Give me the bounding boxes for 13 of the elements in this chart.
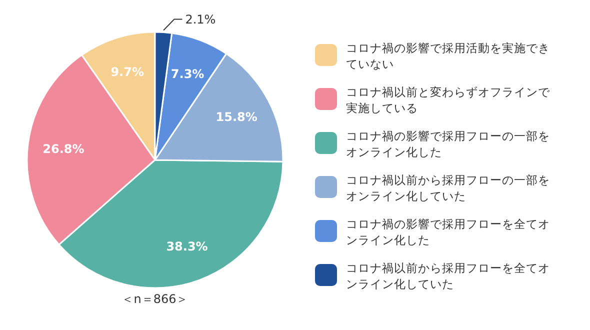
legend-label: コロナ禍の影響で採用フローを全てオンライン化した <box>346 217 550 247</box>
legend-label: コロナ禍の影響で採用活動を実施できていない <box>346 41 550 71</box>
data-label: 38.3% <box>166 239 208 254</box>
legend-label: コロナ禍の影響で採用フローの一部をオンライン化した <box>346 129 550 159</box>
legend-label: コロナ禍以前から採用フローを全てオンライン化していた <box>346 261 550 291</box>
data-label: 26.8% <box>42 142 84 156</box>
data-label: 7.3% <box>170 66 204 81</box>
data-label: 9.7% <box>110 65 144 80</box>
data-label: 2.1% <box>185 12 216 26</box>
legend-label: コロナ禍以前と変わらずオフラインで実施している <box>346 85 551 115</box>
data-label: 15.8% <box>216 110 258 124</box>
text: ＜n＝866＞ <box>122 292 188 306</box>
legend-label: コロナ禍以前から採用フローの一部をオンライン化していた <box>346 173 550 203</box>
